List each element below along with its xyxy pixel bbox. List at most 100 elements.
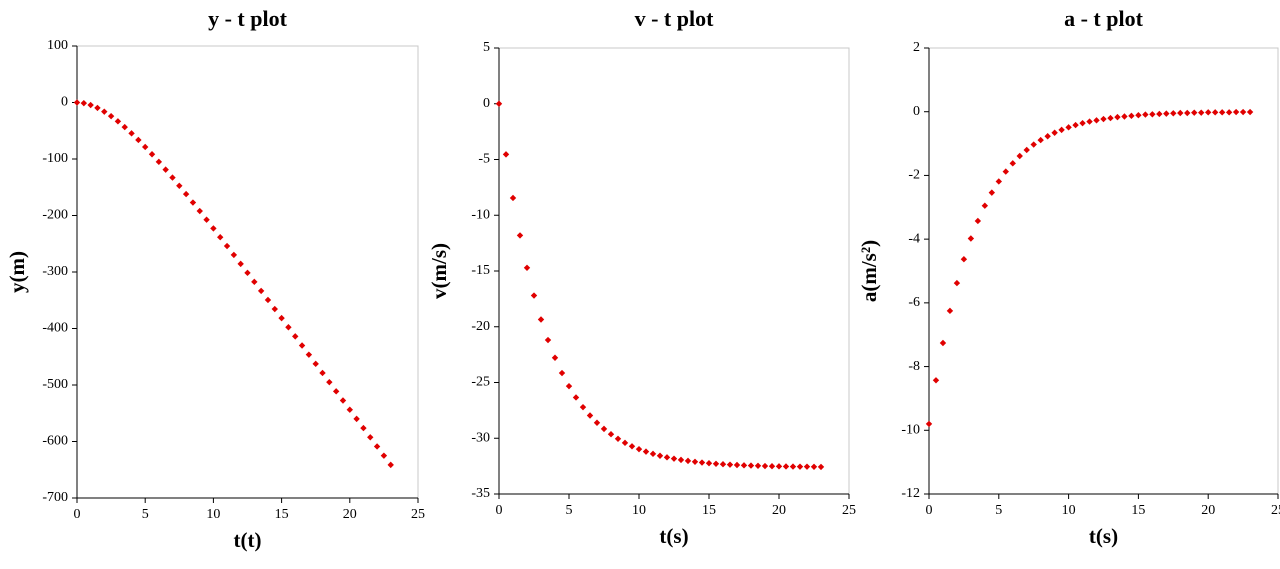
marker — [1191, 109, 1198, 116]
marker — [579, 403, 587, 411]
y-tick-label: 0 — [913, 104, 920, 119]
marker — [94, 104, 101, 112]
marker — [995, 178, 1002, 185]
marker — [1009, 160, 1016, 167]
marker — [537, 316, 545, 323]
marker — [600, 425, 608, 433]
x-tick-label: 15 — [1131, 503, 1145, 518]
marker — [210, 225, 217, 232]
marker — [1156, 110, 1163, 118]
marker — [817, 463, 825, 471]
marker — [1225, 109, 1233, 116]
marker — [1044, 133, 1051, 140]
marker — [326, 378, 333, 386]
marker — [747, 462, 755, 469]
marker — [1051, 129, 1058, 136]
x-tick-label: 25 — [411, 507, 425, 522]
marker — [1128, 112, 1135, 120]
marker — [726, 461, 734, 468]
marker — [967, 235, 975, 242]
marker — [73, 99, 81, 106]
marker — [353, 415, 360, 423]
marker — [803, 463, 811, 470]
x-tick-label: 0 — [74, 507, 81, 522]
marker — [1177, 109, 1184, 117]
subplot: -700 -600 -500 -400 -300 -200 -100 0 100 0 5 10 15 20… — [5, 6, 425, 552]
marker — [1184, 109, 1191, 117]
marker — [87, 101, 94, 109]
marker — [101, 108, 108, 115]
marker — [1135, 112, 1142, 119]
marker — [373, 443, 381, 450]
marker — [719, 461, 727, 468]
marker — [1121, 113, 1128, 120]
y-tick-label: -300 — [42, 264, 68, 279]
y-tick-label: -5 — [478, 152, 490, 167]
marker — [509, 194, 517, 202]
marker — [974, 217, 982, 225]
marker — [523, 264, 531, 271]
marker — [1093, 117, 1100, 124]
x-tick-label: 10 — [1062, 503, 1076, 518]
marker — [1218, 109, 1226, 116]
marker — [387, 461, 394, 469]
marker — [495, 100, 503, 107]
marker — [925, 420, 933, 428]
x-tick-label: 5 — [566, 503, 573, 518]
marker — [691, 458, 699, 465]
marker — [502, 151, 510, 158]
marker — [698, 459, 706, 466]
marker — [360, 424, 367, 432]
marker — [203, 216, 210, 223]
marker — [656, 452, 664, 459]
marker — [244, 269, 251, 277]
y-axis-label: y(m) — [5, 251, 29, 293]
y-tick-label: -20 — [471, 319, 490, 334]
marker — [614, 435, 622, 443]
y-tick-label: -8 — [908, 359, 920, 374]
marker — [684, 457, 692, 465]
marker — [271, 305, 278, 313]
marker — [264, 296, 272, 304]
y-axis-label: a(m/s²) — [857, 240, 881, 302]
marker — [768, 463, 776, 470]
marker — [761, 462, 769, 470]
y-tick-label: -500 — [42, 377, 68, 392]
marker — [939, 339, 947, 347]
x-tick-label: 25 — [842, 503, 856, 518]
marker — [628, 443, 636, 450]
marker — [663, 454, 671, 461]
y-tick-label: -4 — [908, 231, 920, 246]
marker — [621, 439, 629, 447]
marker — [223, 242, 231, 250]
marker — [1065, 124, 1072, 131]
marker — [339, 397, 347, 404]
marker — [1030, 141, 1037, 148]
marker — [635, 445, 643, 453]
marker — [1107, 114, 1114, 122]
marker — [189, 199, 197, 206]
marker — [1198, 109, 1205, 116]
marker — [155, 158, 163, 166]
marker — [1002, 168, 1009, 175]
marker — [1079, 119, 1086, 127]
marker — [796, 463, 804, 470]
x-tick-label: 5 — [995, 503, 1002, 518]
marker — [1205, 109, 1212, 116]
marker — [1072, 121, 1079, 129]
marker — [705, 460, 713, 467]
y-tick-label: -10 — [901, 423, 920, 438]
marker — [558, 369, 566, 377]
marker — [740, 462, 748, 469]
marker — [1016, 152, 1023, 160]
y-tick-label: -400 — [42, 321, 68, 336]
marker — [530, 292, 538, 299]
x-tick-label: 15 — [275, 507, 289, 522]
y-tick-label: -10 — [471, 207, 490, 222]
marker — [572, 394, 580, 401]
x-tick-label: 10 — [632, 503, 646, 518]
x-axis-label: t(s) — [659, 524, 688, 548]
marker — [148, 151, 156, 158]
plot-frame — [498, 47, 850, 495]
